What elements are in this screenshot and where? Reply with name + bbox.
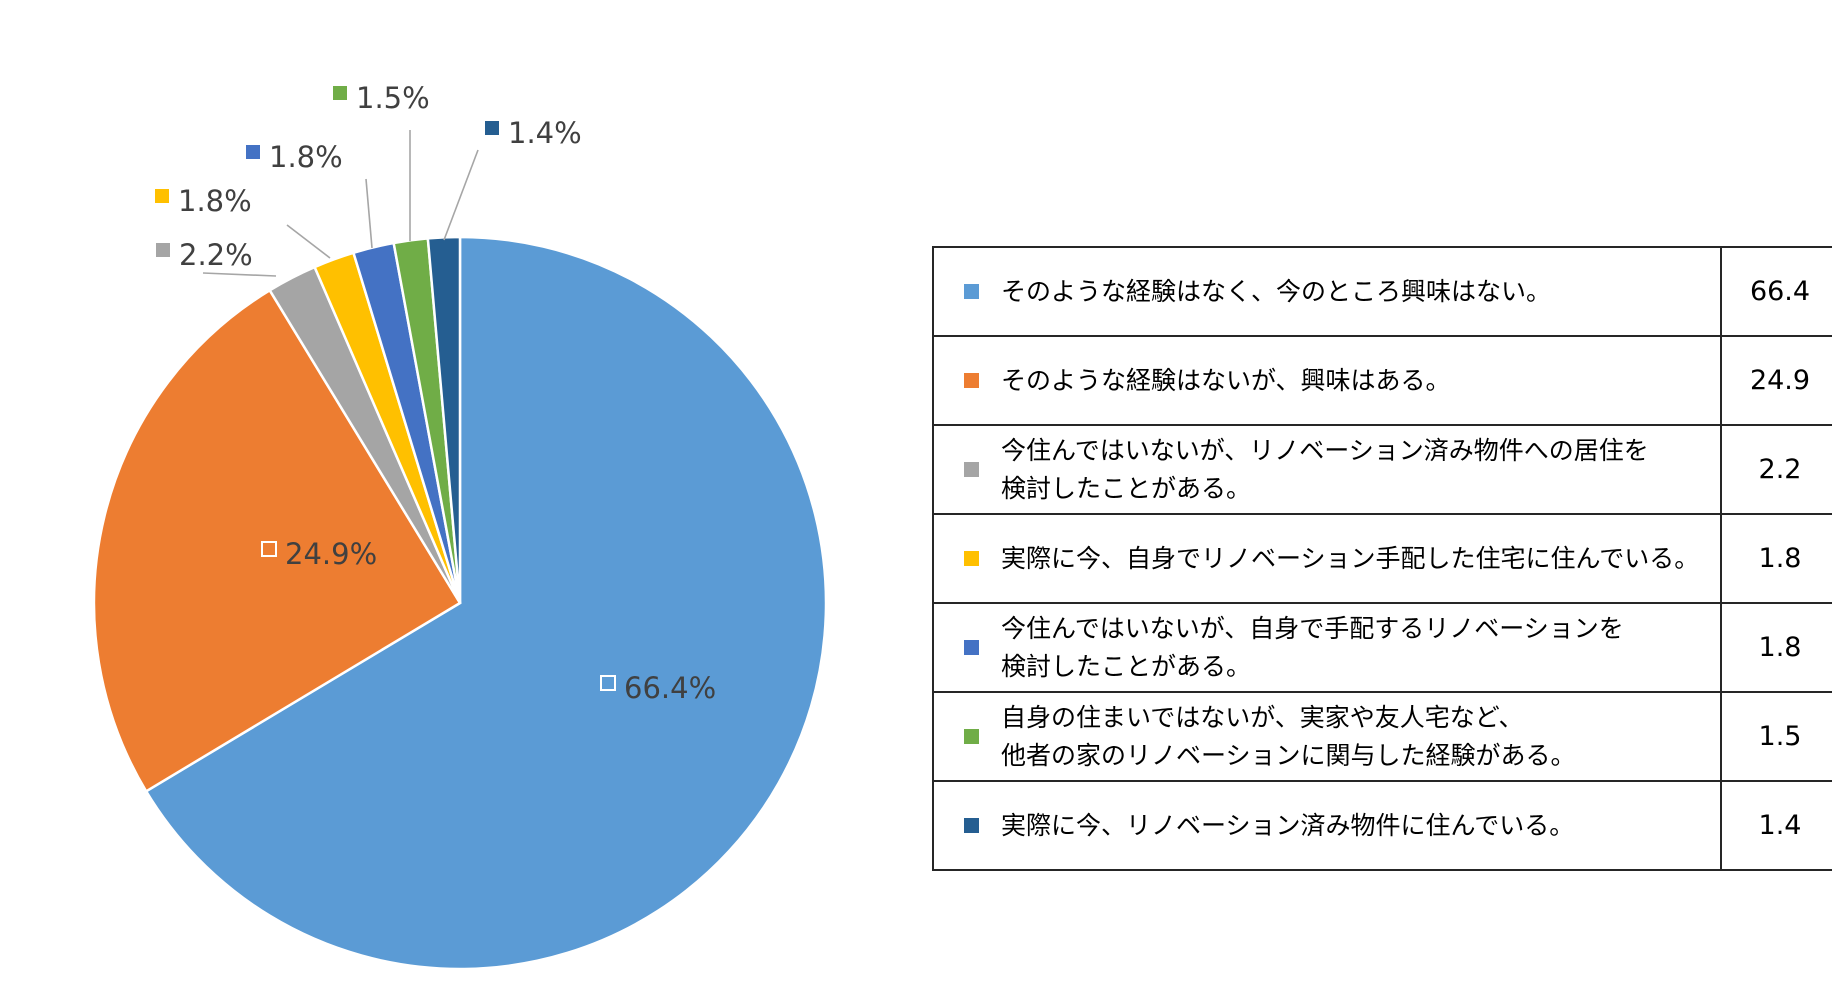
data-label: 1.4% [508,116,582,150]
legend-label-cell: 今住んではいないが、リノベーション済み物件への居住を 検討したことがある。 [932,424,1722,515]
leader-line [202,272,277,277]
legend-row: そのような経験はないが、興味はある。 24.9 [932,335,1832,426]
pie-slice [92,288,462,793]
legend-value: 2.2 [1720,424,1832,515]
legend-label: 今住んではいないが、自身で手配するリノベーションを 検討したことがある。 [1001,613,1624,681]
data-label-marker [155,189,169,203]
legend-label: 実際に今、自身でリノベーション手配した住宅に住んでいる。 [1001,543,1700,573]
data-label: 1.8% [178,184,252,218]
legend-swatch [964,462,979,477]
legend-label-cell: そのような経験はなく、今のところ興味はない。 [932,246,1722,337]
data-label: 2.2% [179,238,253,272]
legend-value: 1.8 [1720,602,1832,693]
legend-value: 24.9 [1720,335,1832,426]
legend-swatch [964,640,979,655]
legend-row: 自身の住まいではないが、実家や友人宅など、 他者の家のリノベーションに関与した経… [932,691,1832,782]
leader-lines [202,130,479,277]
legend-label-cell: 自身の住まいではないが、実家や友人宅など、 他者の家のリノベーションに関与した経… [932,691,1722,782]
legend-label: そのような経験はないが、興味はある。 [1001,365,1451,395]
legend-row: 実際に今、リノベーション済み物件に住んでいる。 1.4 [932,780,1832,871]
legend-label-cell: そのような経験はないが、興味はある。 [932,335,1722,426]
legend-row: 今住んではいないが、リノベーション済み物件への居住を 検討したことがある。 2.2 [932,424,1832,515]
legend-label: 実際に今、リノベーション済み物件に住んでいる。 [1001,810,1575,840]
legend-label: 今住んではいないが、リノベーション済み物件への居住を 検討したことがある。 [1001,435,1649,503]
legend-row: そのような経験はなく、今のところ興味はない。 66.4 [932,246,1832,337]
legend-label-cell: 今住んではいないが、自身で手配するリノベーションを 検討したことがある。 [932,602,1722,693]
pie-slice [144,235,828,971]
data-labels: 66.4% 24.9% 2.2% 1.8% 1.8% 1.5% 1.4% [155,81,716,705]
legend-row: 実際に今、自身でリノベーション手配した住宅に住んでいる。 1.8 [932,513,1832,604]
data-label-marker [156,243,170,257]
legend-label-cell: 実際に今、自身でリノベーション手配した住宅に住んでいる。 [932,513,1722,604]
legend-swatch [964,373,979,388]
legend-label: そのような経験はなく、今のところ興味はない。 [1001,276,1552,306]
data-label: 24.9% [285,537,377,571]
data-label: 66.4% [624,671,716,705]
data-label-marker [600,675,616,691]
legend-table: そのような経験はなく、今のところ興味はない。 66.4 そのような経験はないが、興味… [932,246,1832,871]
leader-line [286,224,331,259]
pie-slices [92,235,828,971]
data-label-marker [485,121,499,135]
data-label-marker [261,541,277,557]
pie-slice [426,235,462,604]
legend-value: 1.5 [1720,691,1832,782]
legend-label: 自身の住まいではないが、実家や友人宅など、 他者の家のリノベーションに関与した経… [1001,702,1576,770]
legend-row: 今住んではいないが、自身で手配するリノベーションを 検討したことがある。 1.8 [932,602,1832,693]
data-label-marker [333,86,347,100]
legend-swatch [964,284,979,299]
legend-value: 1.8 [1720,513,1832,604]
data-label: 1.8% [269,140,343,174]
legend-value: 1.4 [1720,780,1832,871]
leader-line [443,149,479,241]
legend-value: 66.4 [1720,246,1832,337]
legend-swatch [964,818,979,833]
legend-swatch [964,729,979,744]
legend-swatch [964,551,979,566]
legend-table-body: そのような経験はなく、今のところ興味はない。 66.4 そのような経験はないが、興味… [932,246,1832,871]
legend-label-cell: 実際に今、リノベーション済み物件に住んでいる。 [932,780,1722,871]
data-label: 1.5% [356,81,430,115]
leader-line [365,178,373,249]
data-label-marker [246,145,260,159]
